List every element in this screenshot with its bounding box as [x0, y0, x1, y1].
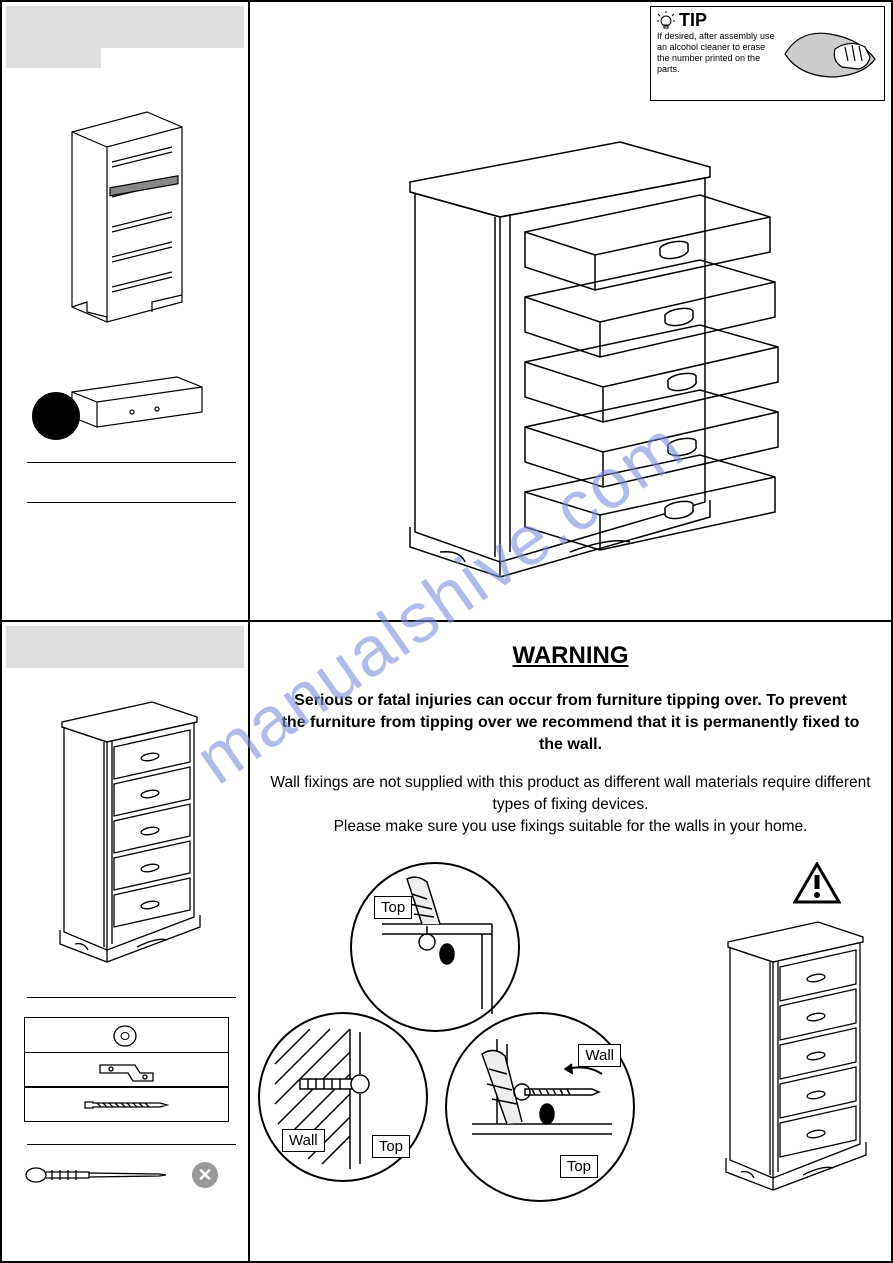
divider-line [27, 502, 236, 503]
warning-bold-text: Serious or fatal injuries can occur from… [280, 690, 861, 756]
bottom-section: ✕ WARNING Serious or fatal injuries can … [2, 622, 891, 1261]
divider-line [27, 462, 236, 463]
bracket-top-diagram: Top [350, 862, 520, 1032]
cabinet-closed-diagram [42, 692, 207, 972]
hardware-row [24, 1017, 229, 1053]
step-header [6, 6, 244, 48]
label-wall: Wall [578, 1044, 621, 1067]
bracket-icon [25, 1053, 230, 1089]
hardware-row [24, 1086, 229, 1122]
top-section: TIP If desired, after assembly use an al… [2, 2, 891, 622]
label-top: Top [372, 1135, 410, 1158]
hardware-list [24, 1017, 229, 1121]
tip-box: TIP If desired, after assembly use an al… [650, 6, 885, 101]
washer-icon [25, 1018, 230, 1054]
warning-body-2: Please make sure you use fixings suitabl… [270, 816, 871, 838]
divider-line [27, 1144, 236, 1145]
not-included-icon: ✕ [192, 1162, 218, 1188]
label-top: Top [560, 1155, 598, 1178]
label-wall: Wall [282, 1129, 325, 1152]
drawer-diagram [62, 372, 207, 432]
tool-row: ✕ [24, 1162, 229, 1188]
wall-anchor-diagram: Wall Top [258, 1012, 428, 1182]
screwdriver-icon [24, 1163, 184, 1187]
warning-title: WARNING [250, 642, 891, 670]
screw-icon [25, 1087, 230, 1123]
label-top: Top [374, 896, 412, 919]
step-header [6, 626, 244, 668]
left-column-top [2, 2, 250, 620]
step-number-circle [32, 392, 80, 440]
tip-title-text: TIP [679, 15, 707, 26]
cloth-hand-icon [780, 19, 880, 89]
left-column-bottom: ✕ [2, 622, 250, 1261]
right-column-top: TIP If desired, after assembly use an al… [250, 2, 891, 620]
right-column-bottom: WARNING Serious or fatal injuries can oc… [250, 622, 891, 1261]
cabinet-drawers-open-diagram [350, 132, 780, 592]
manual-page: TIP If desired, after assembly use an al… [0, 0, 893, 1263]
warning-triangle-icon [793, 862, 841, 904]
tip-body-text: If desired, after assembly use an alcoho… [657, 31, 777, 75]
cabinet-warning-diagram [708, 912, 873, 1202]
step-subheader [6, 48, 101, 68]
cabinet-frame-diagram [52, 102, 202, 352]
lightbulb-icon [657, 11, 675, 29]
screw-wall-diagram: Wall Top [445, 1012, 635, 1202]
hardware-row [24, 1052, 229, 1088]
divider-line [27, 997, 236, 998]
warning-body-1: Wall fixings are not supplied with this … [270, 772, 871, 816]
